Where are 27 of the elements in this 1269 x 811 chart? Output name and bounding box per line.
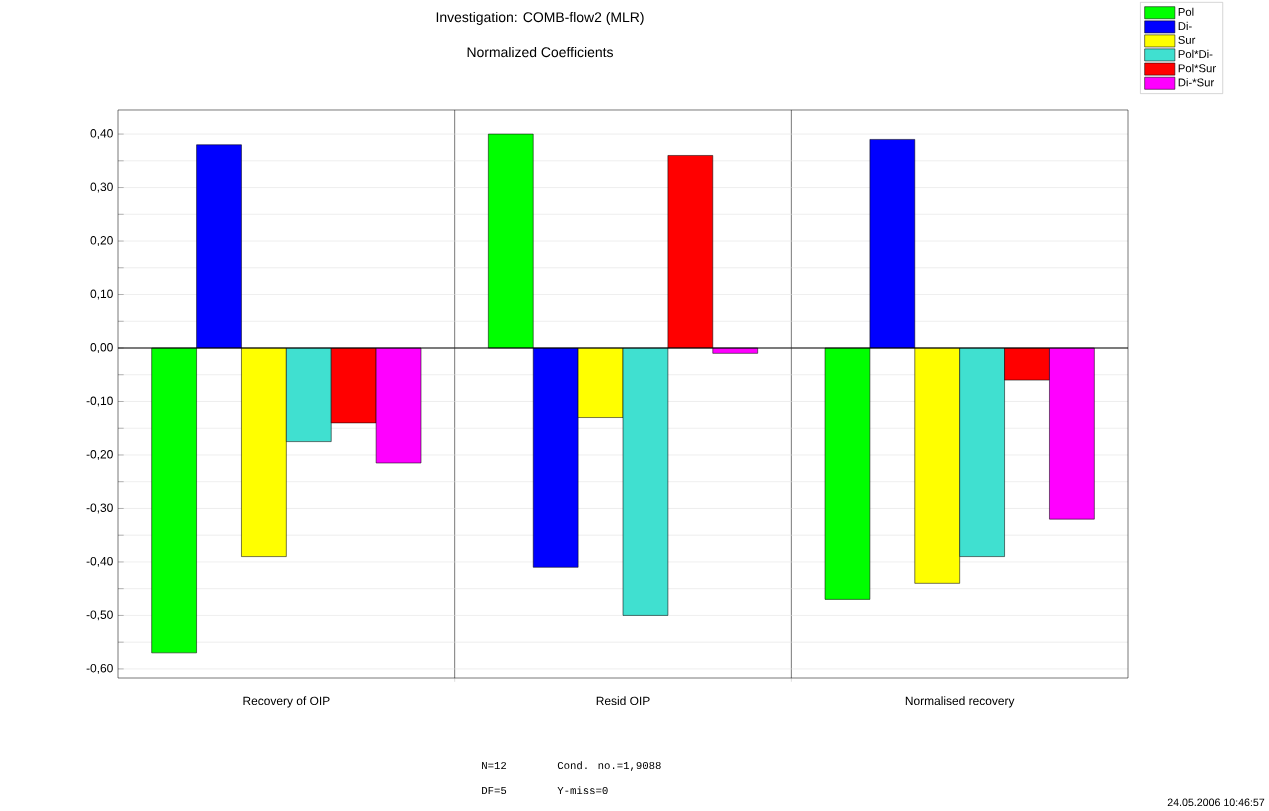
y-tick-label: -0,40 bbox=[86, 556, 113, 567]
x-tick-label: Resid OIP bbox=[596, 696, 650, 706]
y-tick-label: -0,30 bbox=[86, 503, 113, 514]
legend-label: Di-*Sur bbox=[1178, 78, 1214, 87]
x-tick-label: Normalised recovery bbox=[905, 696, 1015, 708]
y-tick-label: 0,30 bbox=[90, 182, 113, 193]
text: Y-miss=0 bbox=[557, 786, 608, 795]
legend-label: Pol bbox=[1178, 7, 1194, 16]
text: Cond. no.=1,9088 bbox=[557, 761, 661, 771]
x-tick-label: Recovery of OIP bbox=[243, 696, 330, 708]
text: 24.05.2006 10:46:57 bbox=[1167, 798, 1265, 807]
y-tick-label: -0,50 bbox=[86, 610, 113, 621]
text: N=12 bbox=[482, 761, 507, 769]
y-tick-label: -0,10 bbox=[86, 396, 113, 407]
y-tick-label: 0,10 bbox=[90, 289, 113, 300]
legend-label: Di- bbox=[1178, 21, 1192, 30]
text: DF=5 bbox=[482, 787, 507, 795]
y-tick-label: 0,00 bbox=[90, 343, 113, 353]
legend-label: Pol*Di- bbox=[1178, 49, 1213, 59]
chart-subtitle: Normalized Coefficients bbox=[467, 46, 613, 58]
y-tick-label: -0,60 bbox=[86, 663, 113, 674]
y-tick-label: 0,40 bbox=[90, 129, 113, 139]
legend-label: Pol*Sur bbox=[1178, 63, 1216, 73]
y-tick-label: 0,20 bbox=[90, 236, 113, 246]
legend-label: Sur bbox=[1178, 35, 1196, 44]
chart-title: Investigation: COMB-flow2 (MLR) bbox=[436, 11, 644, 25]
y-tick-label: -0,20 bbox=[86, 450, 113, 460]
